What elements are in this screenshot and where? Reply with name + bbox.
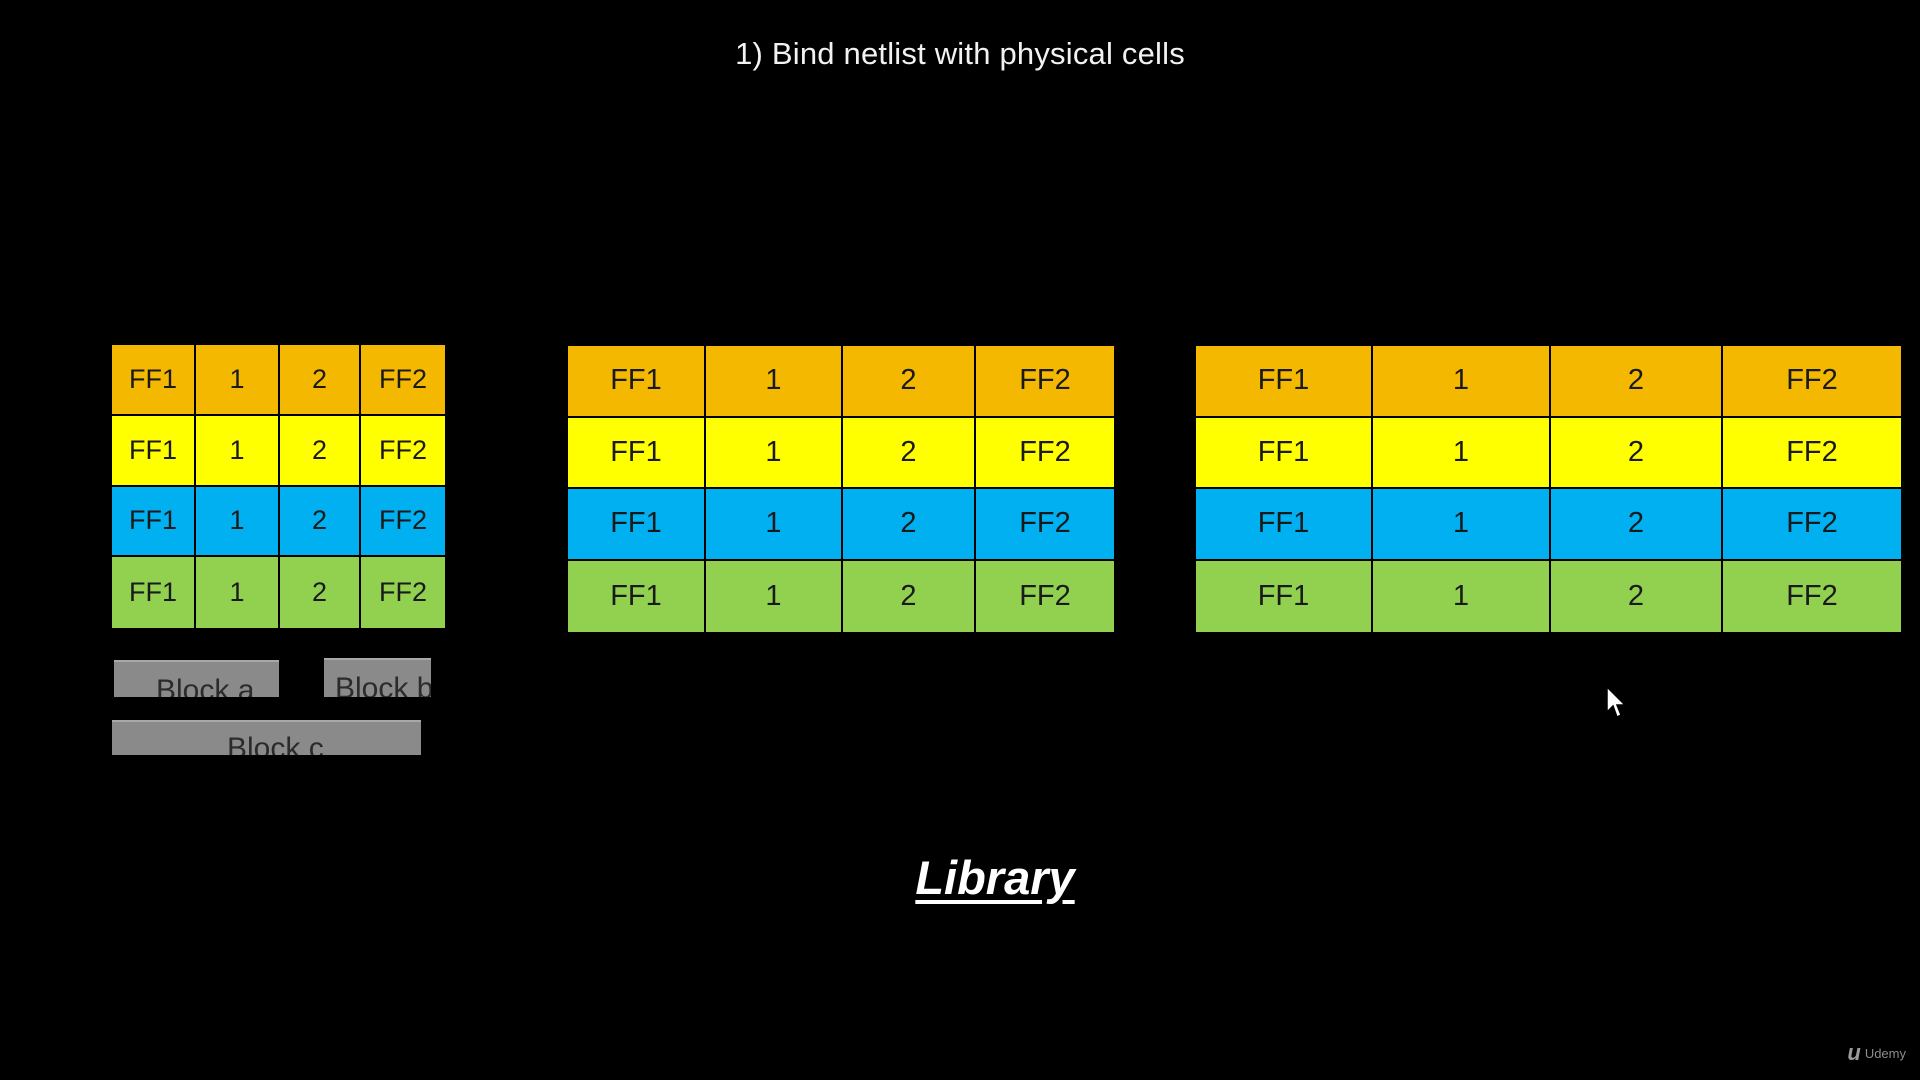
udemy-logo-icon: u <box>1847 1040 1861 1065</box>
cell-2: 2 <box>280 345 361 416</box>
cell-row-blue: FF1 1 2 FF2 <box>1196 489 1901 561</box>
cell-1: 1 <box>706 560 843 632</box>
cell-1: 1 <box>196 557 280 628</box>
cell-grid-small: FF1 1 2 FF2 FF1 1 2 FF2 FF1 1 2 FF2 FF1 1 2 FF2 <box>112 345 445 628</box>
block-a: Block a <box>114 660 279 697</box>
cell-2: 2 <box>280 415 361 487</box>
cell-2: 2 <box>843 346 976 418</box>
cell-ff2: FF2 <box>1723 346 1901 418</box>
block-c-label: Block c <box>227 732 324 755</box>
cell-2: 2 <box>1551 346 1723 418</box>
cell-1: 1 <box>706 489 843 561</box>
cell-ff2: FF2 <box>1723 489 1901 561</box>
cell-row-blue: FF1 1 2 FF2 <box>568 489 1114 561</box>
cell-ff2: FF2 <box>976 417 1114 489</box>
block-b: Block b <box>324 658 431 697</box>
cell-2: 2 <box>280 486 361 558</box>
cell-ff1: FF1 <box>568 560 706 632</box>
cell-ff1: FF1 <box>568 489 706 561</box>
block-b-label: Block b <box>335 672 431 697</box>
cell-row-orange: FF1 1 2 FF2 <box>568 346 1114 418</box>
cell-1: 1 <box>1373 560 1551 632</box>
cell-row-yellow: FF1 1 2 FF2 <box>112 415 445 487</box>
cell-row-green: FF1 1 2 FF2 <box>1196 560 1901 632</box>
cell-ff1: FF1 <box>1196 560 1373 632</box>
udemy-watermark: u Udemy <box>1847 1040 1906 1066</box>
cell-2: 2 <box>843 560 976 632</box>
cell-ff1: FF1 <box>568 346 706 418</box>
cell-1: 1 <box>1373 489 1551 561</box>
cell-ff2: FF2 <box>976 489 1114 561</box>
cell-2: 2 <box>1551 560 1723 632</box>
cell-ff2: FF2 <box>361 486 445 558</box>
cell-ff2: FF2 <box>1723 417 1901 489</box>
block-a-label: Block a <box>156 674 255 697</box>
cell-row-green: FF1 1 2 FF2 <box>568 560 1114 632</box>
cell-ff2: FF2 <box>361 345 445 416</box>
cell-ff2: FF2 <box>361 415 445 487</box>
cell-2: 2 <box>1551 489 1723 561</box>
cell-1: 1 <box>196 486 280 558</box>
cell-1: 1 <box>1373 417 1551 489</box>
cell-ff1: FF1 <box>112 486 196 558</box>
cell-ff1: FF1 <box>1196 417 1373 489</box>
cell-row-blue: FF1 1 2 FF2 <box>112 486 445 558</box>
cell-row-yellow: FF1 1 2 FF2 <box>568 417 1114 489</box>
library-label: Library <box>915 851 1075 904</box>
udemy-watermark-text: Udemy <box>1864 1045 1906 1061</box>
cell-1: 1 <box>196 415 280 487</box>
cell-ff1: FF1 <box>1196 489 1373 561</box>
cell-2: 2 <box>843 489 976 561</box>
cell-ff1: FF1 <box>112 415 196 487</box>
cell-ff2: FF2 <box>976 560 1114 632</box>
cell-ff1: FF1 <box>568 417 706 489</box>
slide-title: 1) Bind netlist with physical cells <box>735 36 1185 71</box>
cell-ff1: FF1 <box>112 557 196 628</box>
cell-row-orange: FF1 1 2 FF2 <box>1196 346 1901 418</box>
cell-row-yellow: FF1 1 2 FF2 <box>1196 417 1901 489</box>
cell-2: 2 <box>843 417 976 489</box>
cell-ff2: FF2 <box>1723 560 1901 632</box>
cell-1: 1 <box>706 417 843 489</box>
cell-2: 2 <box>280 557 361 628</box>
cell-1: 1 <box>1373 346 1551 418</box>
cell-ff2: FF2 <box>361 557 445 628</box>
cell-1: 1 <box>706 346 843 418</box>
cell-grid-medium: FF1 1 2 FF2 FF1 1 2 FF2 FF1 1 2 FF2 FF1 1 2 FF2 <box>568 346 1114 632</box>
cell-row-green: FF1 1 2 FF2 <box>112 557 445 628</box>
cell-1: 1 <box>196 345 280 416</box>
cell-ff2: FF2 <box>976 346 1114 418</box>
cell-ff1: FF1 <box>1196 346 1373 418</box>
mouse-cursor-icon <box>1606 685 1628 725</box>
cell-row-orange: FF1 1 2 FF2 <box>112 345 445 416</box>
cell-ff1: FF1 <box>112 345 196 416</box>
block-c: Block c <box>112 720 421 755</box>
cell-grid-large: FF1 1 2 FF2 FF1 1 2 FF2 FF1 1 2 FF2 FF1 1 2 FF2 <box>1196 346 1901 632</box>
cell-2: 2 <box>1551 417 1723 489</box>
